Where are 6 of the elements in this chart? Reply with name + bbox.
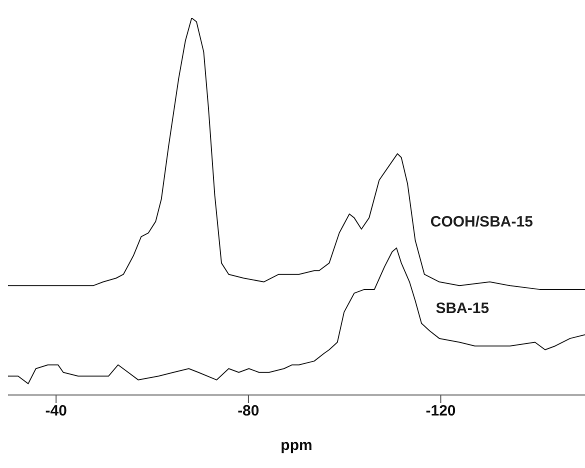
series-label: SBA-15 [436,300,490,317]
series-label: COOH/SBA-15 [430,213,533,230]
x-tick-label: -40 [45,402,67,420]
x-tick-label: -120 [426,402,456,420]
x-axis-title: ppm [280,437,312,454]
x-tick-label: -80 [238,402,260,420]
